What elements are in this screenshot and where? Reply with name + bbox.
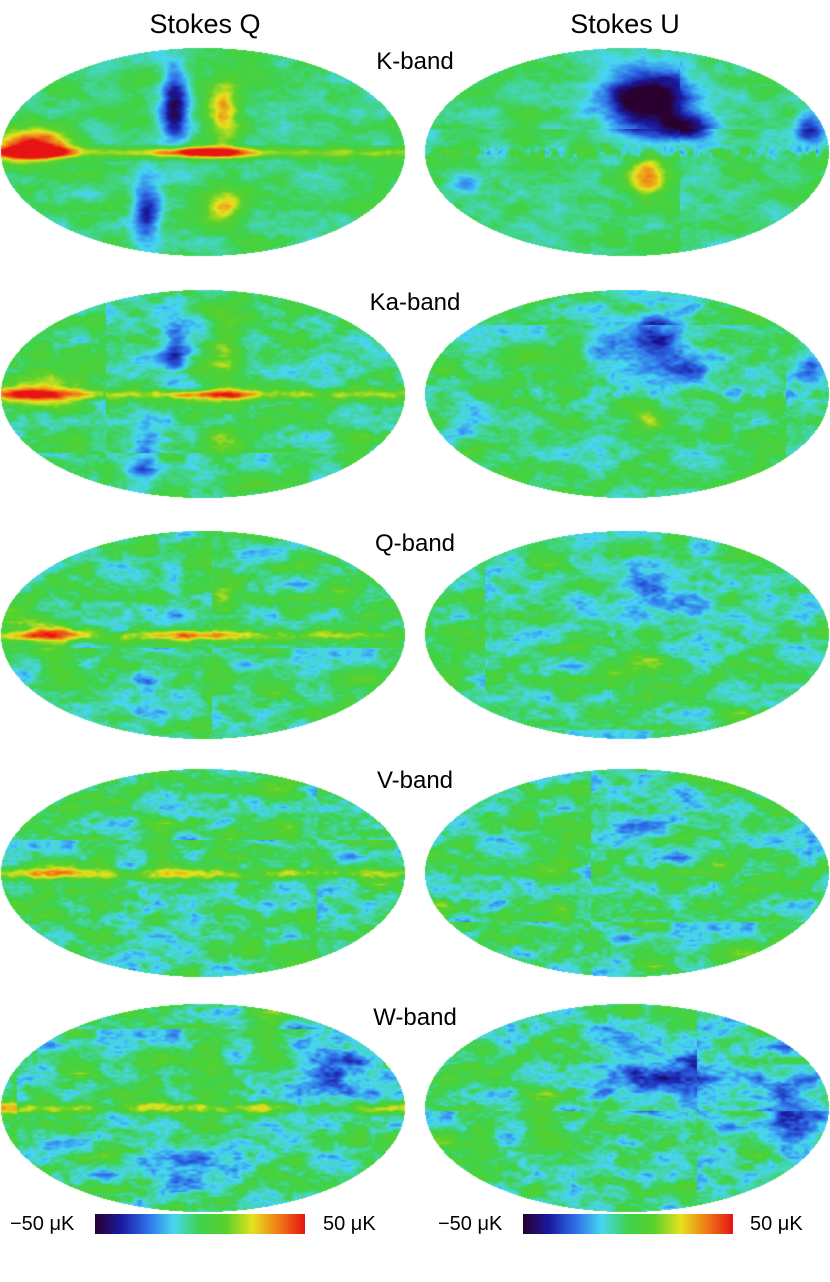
stokes-u-v-band-map <box>424 768 830 978</box>
band-label-w: W-band <box>373 1004 457 1031</box>
colorbar-max-label: 50 μK <box>750 1213 803 1235</box>
stokes-q-ka-band-map <box>0 289 406 499</box>
stokes-u-q-band-map <box>424 530 830 740</box>
band-label-v: V-band <box>376 767 454 794</box>
colorbar-stokes-q: −50 μK 50 μK <box>0 1212 410 1236</box>
band-label-k: K-band <box>376 48 454 75</box>
stokes-q-w-band-map <box>0 1003 406 1213</box>
band-label-q: Q-band <box>374 530 456 557</box>
column-title-stokes-u: Stokes U <box>570 9 680 39</box>
colorbar-stokes-u: −50 μK 50 μK <box>420 1212 830 1236</box>
stokes-u-ka-band-map <box>424 289 830 499</box>
band-label-ka: Ka-band <box>369 289 461 316</box>
stokes-u-w-band-map <box>424 1003 830 1213</box>
stokes-q-q-band-map <box>0 530 406 740</box>
colorbar-gradient <box>523 1214 733 1234</box>
colorbar-min-label: −50 μK <box>10 1213 75 1235</box>
stokes-u-k-band-map <box>424 47 830 257</box>
column-title-stokes-q: Stokes Q <box>149 9 261 39</box>
stokes-q-v-band-map <box>0 768 406 978</box>
colorbar-max-label: 50 μK <box>323 1213 376 1235</box>
colorbar-min-label: −50 μK <box>438 1213 503 1235</box>
colorbar-gradient <box>95 1214 305 1234</box>
stokes-q-k-band-map <box>0 47 406 257</box>
